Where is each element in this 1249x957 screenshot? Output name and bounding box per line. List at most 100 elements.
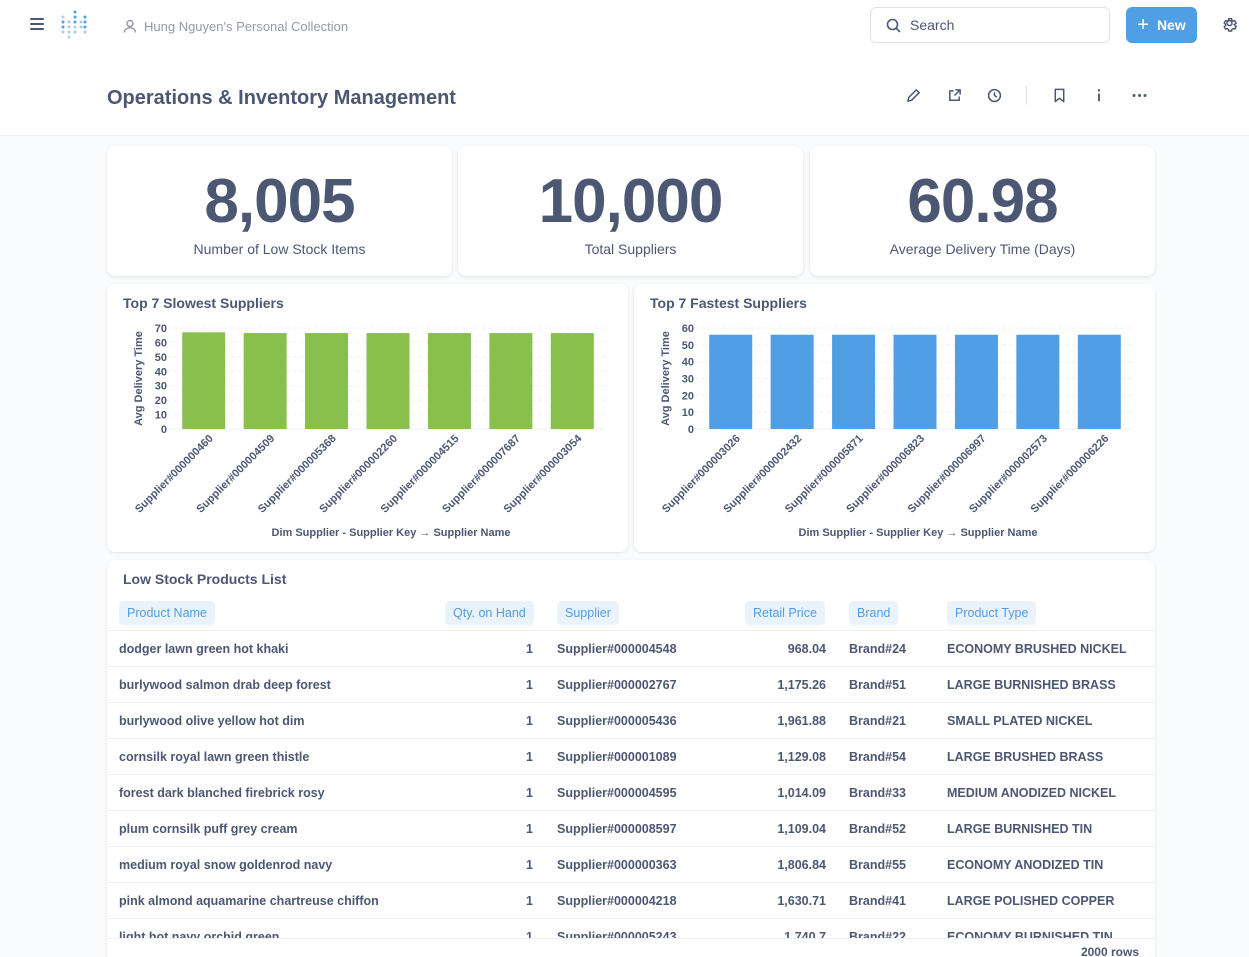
share-icon[interactable] xyxy=(945,86,963,104)
cell-product-type: LARGE BURNISHED BRASS xyxy=(947,678,1116,692)
table-row[interactable]: dodger lawn green hot khaki 1 Supplier#000… xyxy=(107,631,1155,667)
cell-product-type: SMALL PLATED NICKEL xyxy=(947,714,1093,728)
info-icon[interactable] xyxy=(1090,86,1108,104)
cell-supplier: Supplier#000004548 xyxy=(557,642,677,656)
y-tick-label: 20 xyxy=(682,390,694,402)
y-tick-label: 10 xyxy=(682,407,694,419)
cell-supplier: Supplier#000005436 xyxy=(557,714,677,728)
table-row[interactable]: cornsilk royal lawn green thistle 1 Suppli… xyxy=(107,739,1155,775)
kpi-card-avg-delivery: 60.98 Average Delivery Time (Days) xyxy=(810,146,1155,276)
more-icon[interactable] xyxy=(1130,86,1148,104)
breadcrumb[interactable]: Hung Nguyen's Personal Collection xyxy=(123,16,348,36)
cell-product-type: LARGE BRUSHED BRASS xyxy=(947,750,1104,764)
bar[interactable] xyxy=(489,333,533,429)
table-header: Product Name Qty. on Hand Supplier Retai… xyxy=(107,600,1155,631)
chart-title[interactable]: Top 7 Slowest Suppliers xyxy=(123,295,284,311)
kpi-label[interactable]: Average Delivery Time (Days) xyxy=(889,241,1076,257)
history-icon[interactable] xyxy=(985,86,1003,104)
search-icon xyxy=(886,18,901,33)
cell-supplier: Supplier#000000363 xyxy=(557,858,677,872)
bar[interactable] xyxy=(1016,334,1060,429)
table-row[interactable]: forest dark blanched firebrick rosy 1 Supp… xyxy=(107,775,1155,811)
y-tick-label: 60 xyxy=(155,337,167,349)
cell-product-name: forest dark blanched firebrick rosy xyxy=(119,786,325,800)
y-tick-label: 40 xyxy=(155,366,167,378)
bar[interactable] xyxy=(954,334,998,429)
cell-qty: 1 xyxy=(526,930,533,938)
bar[interactable] xyxy=(770,334,814,429)
y-tick-label: 10 xyxy=(155,410,167,422)
y-tick-label: 40 xyxy=(682,357,694,369)
table-row[interactable]: medium royal snow goldenrod navy 1 Supplie… xyxy=(107,847,1155,883)
column-header-product-name[interactable]: Product Name xyxy=(119,601,215,625)
cell-supplier: Supplier#000001089 xyxy=(557,750,677,764)
x-axis-label: Dim Supplier - Supplier Key → Supplier N… xyxy=(272,527,511,539)
row-count: 2000 rows xyxy=(1080,945,1139,957)
cell-qty: 1 xyxy=(526,714,533,728)
y-tick-label: 20 xyxy=(155,395,167,407)
gear-icon[interactable] xyxy=(1221,16,1238,33)
cell-product-name: burlywood salmon drab deep forest xyxy=(119,678,331,692)
chart-title[interactable]: Top 7 Fastest Suppliers xyxy=(650,295,807,311)
kpi-value: 10,000 xyxy=(538,167,724,236)
cell-retail-price: 1,129.08 xyxy=(777,750,826,764)
table-row[interactable]: burlywood salmon drab deep forest 1 Suppli… xyxy=(107,667,1155,703)
page-title[interactable]: Operations & Inventory Management xyxy=(107,87,456,109)
cell-product-type: MEDIUM ANODIZED NICKEL xyxy=(947,786,1116,800)
bar[interactable] xyxy=(305,333,349,429)
new-button[interactable]: + New xyxy=(1126,7,1197,43)
kpi-card-low-stock: 8,005 Number of Low Stock Items xyxy=(107,146,452,276)
table-row[interactable]: plum cornsilk puff grey cream 1 Supplier#0… xyxy=(107,811,1155,847)
cell-retail-price: 1,175.26 xyxy=(777,678,826,692)
y-tick-label: 70 xyxy=(155,323,167,335)
cell-brand: Brand#51 xyxy=(849,678,906,692)
cell-brand: Brand#41 xyxy=(849,894,906,908)
kpi-value: 8,005 xyxy=(204,167,355,236)
bar[interactable] xyxy=(1077,334,1121,429)
cell-product-name: light hot navy orchid green xyxy=(119,930,280,938)
y-tick-label: 50 xyxy=(155,352,167,364)
table-row[interactable]: pink almond aquamarine chartreuse chiffo… xyxy=(107,883,1155,919)
table-body: dodger lawn green hot khaki 1 Supplier#000… xyxy=(107,631,1155,938)
bar[interactable] xyxy=(243,333,287,429)
cell-supplier: Supplier#000005243 xyxy=(557,930,677,938)
cell-brand: Brand#54 xyxy=(849,750,906,764)
column-header-retail-price[interactable]: Retail Price xyxy=(745,601,825,625)
bar[interactable] xyxy=(366,333,410,429)
edit-icon[interactable] xyxy=(904,86,922,104)
cell-supplier: Supplier#000002767 xyxy=(557,678,677,692)
metabase-logo-icon[interactable] xyxy=(59,10,87,40)
cell-retail-price: 1,014.09 xyxy=(777,786,826,800)
cell-brand: Brand#22 xyxy=(849,930,906,938)
table-title[interactable]: Low Stock Products List xyxy=(123,571,287,587)
table-card: Low Stock Products List Product Name Qty… xyxy=(107,560,1155,957)
chart-card-slowest: Top 7 Slowest Suppliers 0 10 20 30 40 50 60 70 S… xyxy=(107,284,628,552)
cell-product-type: ECONOMY BRUSHED NICKEL xyxy=(947,642,1127,656)
bookmark-icon[interactable] xyxy=(1050,86,1068,104)
fastest-suppliers-chart: 0102030405060Supplier#000003026Supplier#… xyxy=(660,323,1132,539)
column-header-product-type[interactable]: Product Type xyxy=(947,601,1037,625)
table-row[interactable]: light hot navy orchid green 1 Supplier#000… xyxy=(107,919,1155,938)
bar[interactable] xyxy=(182,332,226,429)
menu-icon[interactable] xyxy=(30,18,44,30)
bar[interactable] xyxy=(832,334,876,429)
kpi-label[interactable]: Number of Low Stock Items xyxy=(193,241,366,257)
column-header-supplier[interactable]: Supplier xyxy=(557,601,619,625)
top-nav: Hung Nguyen's Personal Collection Search… xyxy=(0,0,1249,52)
new-button-label: New xyxy=(1156,17,1186,33)
cell-retail-price: 1,806.84 xyxy=(777,858,826,872)
bar[interactable] xyxy=(709,334,753,429)
kpi-label[interactable]: Total Suppliers xyxy=(584,241,677,257)
column-header-brand[interactable]: Brand xyxy=(849,601,899,625)
bar[interactable] xyxy=(550,333,594,429)
dashboard-header: Operations & Inventory Management xyxy=(0,52,1249,136)
bar[interactable] xyxy=(427,333,471,429)
cell-product-name: dodger lawn green hot khaki xyxy=(119,642,289,656)
collection-name: Hung Nguyen's Personal Collection xyxy=(144,18,349,34)
bar[interactable] xyxy=(893,334,937,429)
cell-retail-price: 1,630.71 xyxy=(777,894,826,908)
search-input[interactable]: Search xyxy=(870,7,1110,43)
column-header-qty[interactable]: Qty. on Hand xyxy=(445,601,534,625)
y-axis-label: Avg Delivery Time xyxy=(133,331,145,426)
table-row[interactable]: burlywood olive yellow hot dim 1 Supplier#… xyxy=(107,703,1155,739)
